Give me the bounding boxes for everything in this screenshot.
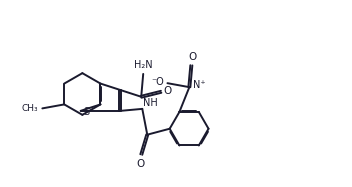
Text: O: O	[163, 86, 171, 96]
Text: O: O	[188, 52, 196, 62]
Text: H₂N: H₂N	[134, 60, 152, 70]
Text: ⁻O: ⁻O	[152, 77, 164, 87]
Text: O: O	[136, 159, 144, 168]
Text: N⁺: N⁺	[193, 80, 206, 90]
Text: NH: NH	[143, 98, 158, 108]
Text: S: S	[83, 107, 90, 117]
Text: CH₃: CH₃	[22, 104, 38, 113]
